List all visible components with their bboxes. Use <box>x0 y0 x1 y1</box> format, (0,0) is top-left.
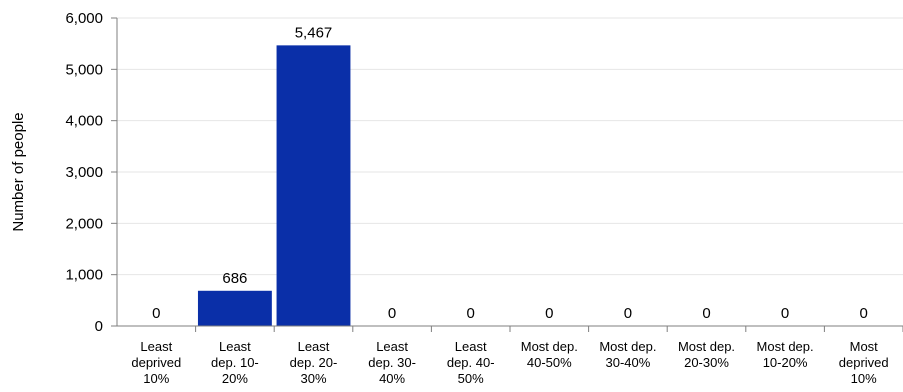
y-tick-label: 0 <box>95 318 103 335</box>
x-tick-label: Least dep. 20-30% <box>290 339 338 386</box>
y-tick-label: 2,000 <box>65 215 103 232</box>
x-tick-label: Least deprived 10% <box>131 339 181 386</box>
data-label: 5,467 <box>295 24 333 41</box>
bar <box>276 45 351 327</box>
y-tick-label: 4,000 <box>65 113 103 130</box>
data-label: 686 <box>222 270 247 287</box>
data-label: 0 <box>860 305 868 322</box>
data-labels: 0 686 5,467 0 0 0 0 0 0 0 <box>152 24 868 322</box>
x-tick-label: Most dep. 10-20% <box>757 339 814 370</box>
data-label: 0 <box>702 305 710 322</box>
data-label: 0 <box>467 305 475 322</box>
bars <box>197 45 351 327</box>
x-tick-label: Most dep. 20-30% <box>678 339 735 370</box>
x-tick-label: Most dep. 30-40% <box>599 339 656 370</box>
data-label: 0 <box>624 305 632 322</box>
x-tick-label: Least dep. 30-40% <box>368 339 416 386</box>
data-label: 0 <box>152 305 160 322</box>
y-tick-label: 5,000 <box>65 61 103 78</box>
y-axis-title: Number of people <box>10 112 27 231</box>
x-tick-label: Most dep. 40-50% <box>521 339 578 370</box>
y-tick-label: 3,000 <box>65 164 103 181</box>
x-tick-label: Least dep. 10-20% <box>211 339 259 386</box>
x-tick-label: Least dep. 40-50% <box>447 339 495 386</box>
x-tick-labels: Least deprived 10% Least dep. 10-20% Least dep… <box>131 326 903 386</box>
data-label: 0 <box>545 305 553 322</box>
data-label: 0 <box>388 305 396 322</box>
data-label: 0 <box>781 305 789 322</box>
y-tick-labels: 0 1,000 2,000 3,000 4,000 5,000 6,000 <box>65 10 117 335</box>
y-tick-label: 1,000 <box>65 267 103 284</box>
gridlines <box>117 17 903 276</box>
x-tick-label: Most deprived 10% <box>839 339 889 386</box>
bar <box>197 290 272 326</box>
y-tick-label: 6,000 <box>65 10 103 27</box>
